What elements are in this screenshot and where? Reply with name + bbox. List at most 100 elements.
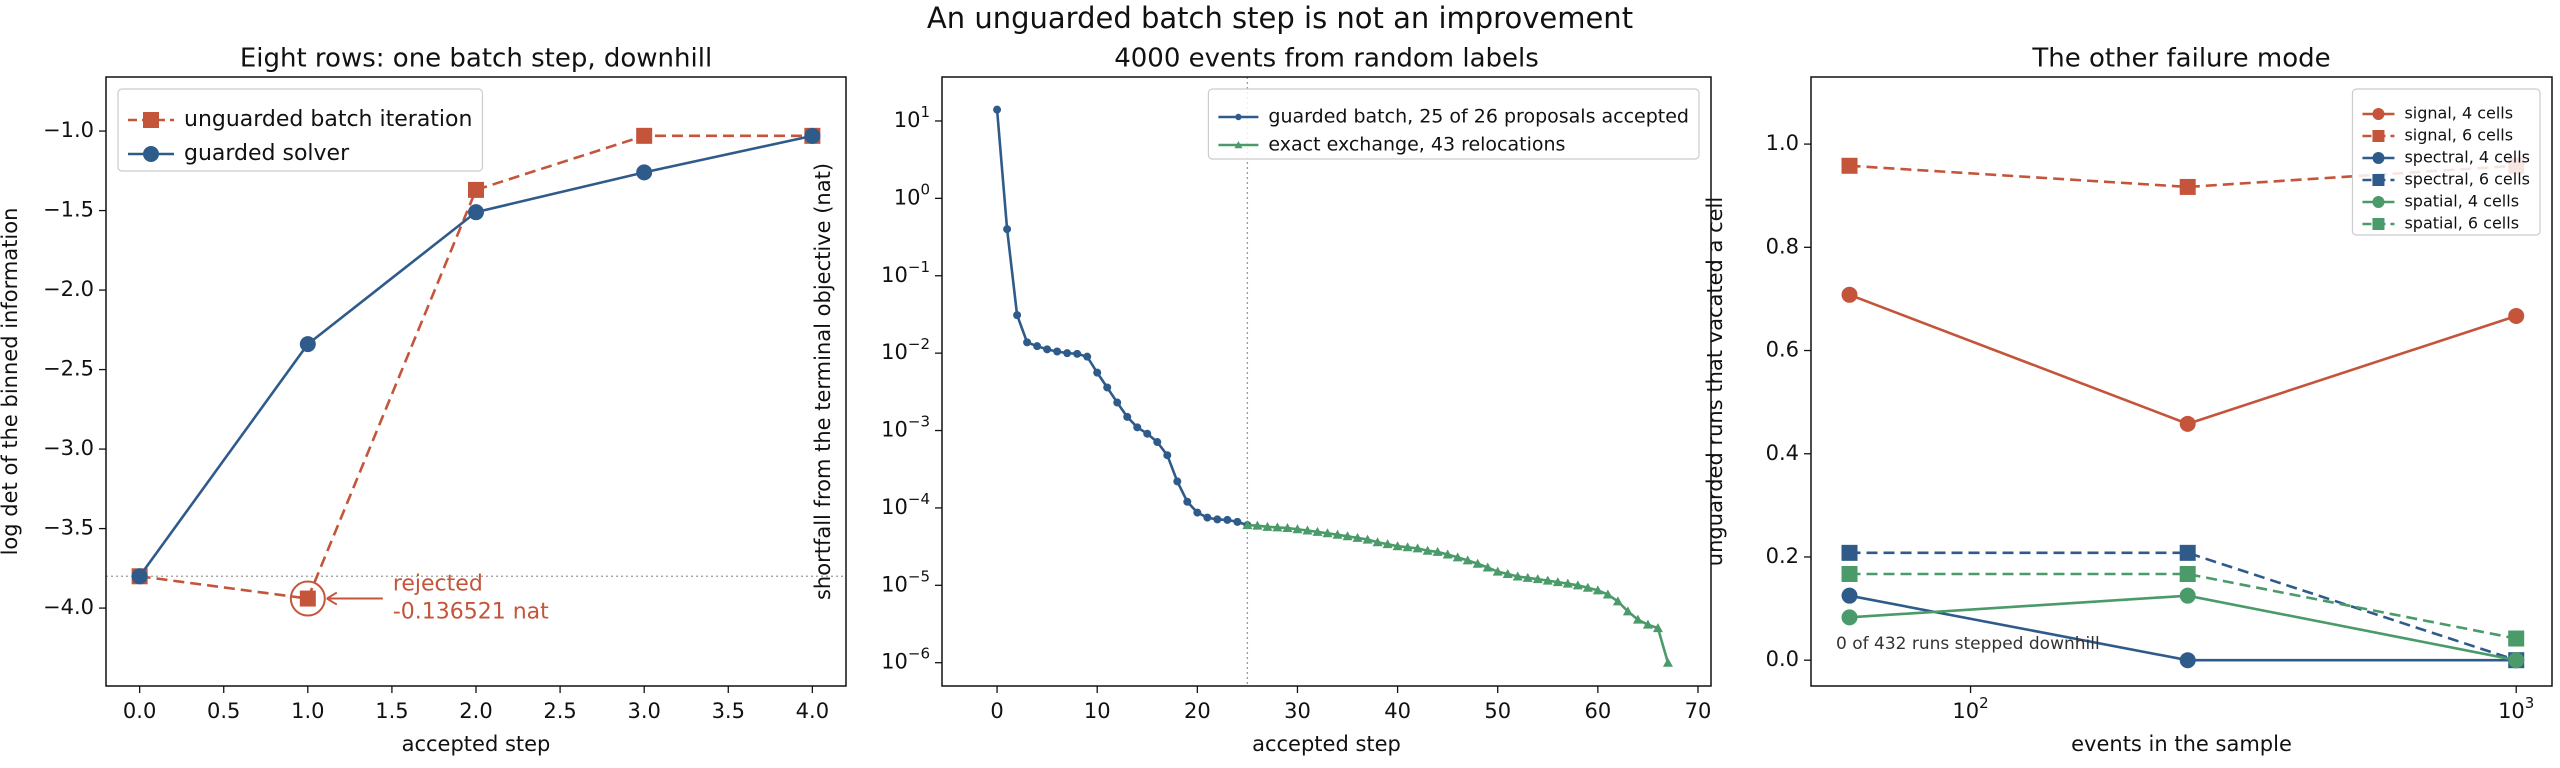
- tick-label-base: −3.0: [43, 436, 94, 460]
- tick-label: 100: [894, 180, 930, 210]
- tick-label-base: 10: [881, 495, 908, 519]
- legend-label: spectral, 6 cells: [2404, 170, 2530, 189]
- tick-label-base: 0.0: [123, 699, 156, 723]
- tick-label: −3.0: [43, 436, 94, 460]
- tick-label: 10−5: [881, 567, 930, 597]
- legend-box: [2351, 88, 2541, 236]
- marker: [1662, 657, 1673, 667]
- legend-label: unguarded batch iteration: [184, 107, 472, 132]
- marker: [1213, 515, 1222, 524]
- marker: [1235, 113, 1242, 121]
- tick-label: 70: [1685, 699, 1712, 723]
- marker: [1083, 352, 1092, 361]
- marker: [2372, 130, 2385, 142]
- legend: guarded batch, 25 of 26 proposals accept…: [1207, 88, 1700, 160]
- marker: [1322, 528, 1333, 538]
- tick-label-exponent: −5: [908, 567, 930, 585]
- tick-label-base: −1.5: [43, 198, 94, 222]
- marker: [1612, 596, 1623, 606]
- x-axis-label: accepted step: [402, 732, 551, 756]
- tick-label-base: 10: [894, 185, 921, 209]
- marker: [131, 568, 148, 585]
- marker: [1242, 520, 1253, 530]
- plot-frame: [105, 76, 847, 687]
- tick-label-base: 10: [881, 572, 908, 596]
- marker: [1252, 520, 1263, 530]
- tick-label: 3.5: [712, 699, 745, 723]
- legend-label: exact exchange, 43 relocations: [1268, 134, 1565, 156]
- plot-frame: [941, 76, 1712, 687]
- marker: [1642, 619, 1653, 629]
- marker: [1223, 515, 1232, 524]
- marker: [2372, 174, 2385, 186]
- tick-label-base: 10: [881, 340, 908, 364]
- tick-label: 0.6: [1766, 338, 1799, 362]
- legend-box: [1207, 88, 1700, 160]
- tick-label: 0.2: [1766, 544, 1799, 568]
- tick-label-base: 0.8: [1766, 234, 1799, 258]
- marker: [1234, 141, 1243, 149]
- tick-label-base: 10: [881, 418, 908, 442]
- series-line: [1247, 523, 1670, 664]
- marker: [1841, 157, 1858, 174]
- marker: [1133, 423, 1142, 432]
- marker: [1382, 539, 1393, 549]
- tick-label: 101: [894, 102, 930, 132]
- marker: [2179, 587, 2196, 604]
- tick-label-base: 1.5: [375, 699, 408, 723]
- marker: [1302, 525, 1313, 535]
- tick-label: 40: [1384, 699, 1411, 723]
- marker: [1312, 526, 1323, 536]
- marker: [2179, 544, 2196, 561]
- marker: [468, 204, 484, 221]
- tick-label-exponent: −3: [908, 412, 930, 430]
- tick-label-base: 0.6: [1766, 338, 1799, 362]
- marker: [1093, 368, 1102, 377]
- tick-label-base: −2.0: [43, 277, 94, 301]
- tick-label-base: 10: [1952, 699, 1979, 723]
- legend: unguarded batch iteration guarded solver: [117, 88, 484, 172]
- marker: [1292, 524, 1303, 534]
- marker: [1372, 537, 1383, 547]
- tick-label-base: 0.4: [1766, 441, 1799, 465]
- marker: [1272, 522, 1283, 532]
- tick-label-base: −2.5: [43, 357, 94, 381]
- tick-label: 103: [2498, 694, 2534, 724]
- marker: [1841, 609, 1858, 626]
- tick-label-base: 1.0: [1766, 131, 1799, 155]
- tick-label-exponent: 2: [1979, 694, 1989, 712]
- tick-label: 10−1: [881, 257, 930, 287]
- legend-label: spectral, 4 cells: [2404, 148, 2530, 167]
- marker: [2508, 307, 2525, 324]
- annotation: 0 of 432 runs stepped downhill: [1836, 634, 2100, 654]
- marker: [1552, 577, 1563, 587]
- marker: [1153, 438, 1162, 447]
- marker: [636, 127, 653, 144]
- marker: [2372, 196, 2385, 208]
- marker: [1622, 606, 1633, 616]
- marker: [1602, 589, 1613, 599]
- marker: [1053, 347, 1062, 356]
- x-axis-label: events in the sample: [2071, 732, 2292, 756]
- tick-label-exponent: −6: [908, 644, 930, 662]
- marker: [2508, 652, 2525, 669]
- marker: [1492, 566, 1503, 576]
- marker: [2508, 630, 2525, 647]
- tick-label: 60: [1584, 699, 1611, 723]
- marker: [1562, 578, 1573, 588]
- marker: [143, 112, 159, 128]
- marker: [1841, 286, 1858, 303]
- tick-label-base: 3.0: [627, 699, 660, 723]
- marker: [1332, 529, 1343, 539]
- tick-label-base: 0.2: [1766, 544, 1799, 568]
- legend-label: guarded batch, 25 of 26 proposals accept…: [1268, 106, 1689, 128]
- marker: [1123, 412, 1132, 421]
- marker: [2179, 178, 2196, 195]
- marker: [1013, 311, 1022, 320]
- marker: [1592, 585, 1603, 595]
- marker: [2179, 652, 2196, 669]
- marker: [299, 590, 316, 607]
- marker: [1193, 508, 1202, 517]
- tick-label: 10: [1084, 699, 1111, 723]
